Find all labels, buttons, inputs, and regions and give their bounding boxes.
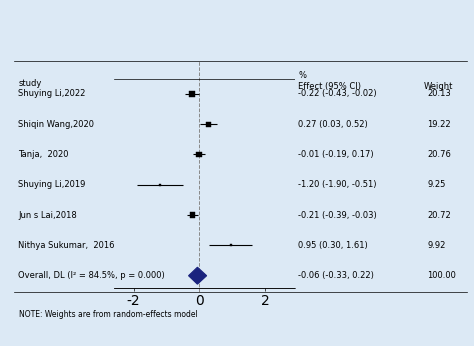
- Text: Shiqin Wang,2020: Shiqin Wang,2020: [18, 120, 94, 129]
- Text: NOTE: Weights are from random-effects model: NOTE: Weights are from random-effects mo…: [19, 310, 198, 319]
- Text: Shuying Li,2022: Shuying Li,2022: [18, 89, 86, 98]
- Text: Weight: Weight: [424, 82, 453, 91]
- Text: 19.22: 19.22: [428, 120, 451, 129]
- Text: Overall, DL (I² = 84.5%, p = 0.000): Overall, DL (I² = 84.5%, p = 0.000): [18, 271, 165, 280]
- Text: 9.25: 9.25: [428, 180, 446, 189]
- Bar: [189, 91, 195, 97]
- Text: -0.01 (-0.19, 0.17): -0.01 (-0.19, 0.17): [298, 150, 374, 159]
- Text: Nithya Sukumar,  2016: Nithya Sukumar, 2016: [18, 241, 115, 250]
- Text: Tanja,  2020: Tanja, 2020: [18, 150, 69, 159]
- Text: Effect (95% CI): Effect (95% CI): [298, 82, 361, 91]
- Bar: [159, 184, 161, 186]
- Text: 9.92: 9.92: [428, 241, 446, 250]
- Bar: [190, 212, 195, 218]
- Text: 20.13: 20.13: [428, 89, 451, 98]
- Text: 0.27 (0.03, 0.52): 0.27 (0.03, 0.52): [298, 120, 368, 129]
- Text: study: study: [18, 79, 42, 88]
- Text: -0.22 (-0.43, -0.02): -0.22 (-0.43, -0.02): [298, 89, 377, 98]
- Text: 20.72: 20.72: [428, 211, 451, 220]
- Text: 100.00: 100.00: [428, 271, 456, 280]
- Text: Shuying Li,2019: Shuying Li,2019: [18, 180, 86, 189]
- Text: -1.20 (-1.90, -0.51): -1.20 (-1.90, -0.51): [298, 180, 377, 189]
- Text: -0.21 (-0.39, -0.03): -0.21 (-0.39, -0.03): [298, 211, 377, 220]
- Bar: [206, 122, 211, 127]
- Text: %: %: [298, 71, 306, 80]
- Polygon shape: [189, 267, 207, 284]
- Text: 0.95 (0.30, 1.61): 0.95 (0.30, 1.61): [298, 241, 368, 250]
- Text: Jun s Lai,2018: Jun s Lai,2018: [18, 211, 77, 220]
- Text: 20.76: 20.76: [428, 150, 451, 159]
- Bar: [196, 152, 202, 157]
- Bar: [229, 244, 232, 246]
- Text: -0.06 (-0.33, 0.22): -0.06 (-0.33, 0.22): [298, 271, 374, 280]
